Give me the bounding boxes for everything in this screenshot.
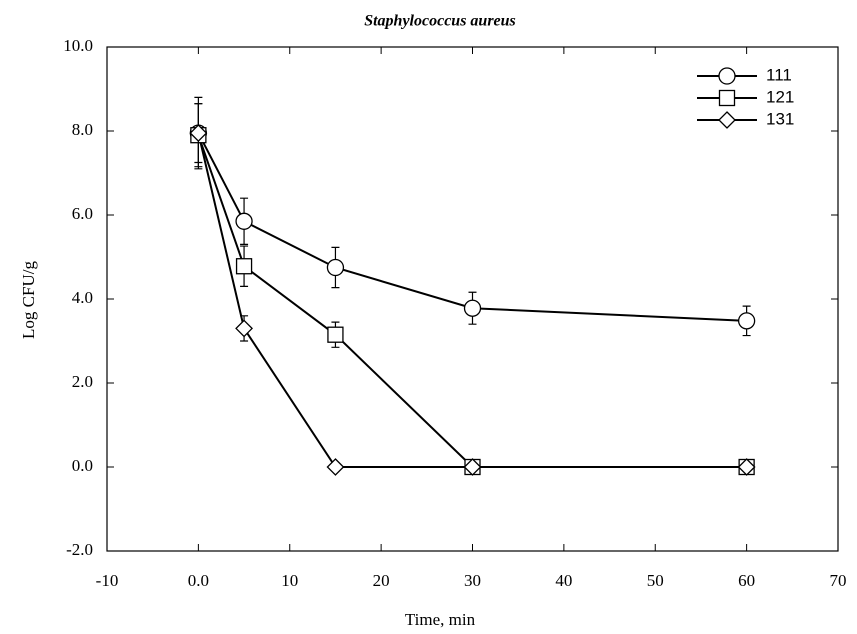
data-point [326, 258, 345, 277]
y-tick-label: 0.0 [72, 456, 93, 475]
y-tick-label: 8.0 [72, 120, 93, 139]
y-tick-label: 4.0 [72, 288, 93, 307]
legend-marker [718, 111, 736, 129]
x-axis-label: Time, min [405, 610, 476, 629]
x-tick-label: 10 [281, 571, 298, 590]
x-tick-label: 50 [647, 571, 664, 590]
x-tick-label: 20 [373, 571, 390, 590]
data-point [463, 299, 482, 317]
chart-title: Staphylococcus aureus [364, 13, 516, 30]
y-tick-label: 2.0 [72, 372, 93, 391]
data-point [737, 458, 756, 476]
y-axis-label: Log CFU/g [19, 261, 38, 339]
legend-label: 121 [766, 87, 794, 106]
legend-marker [718, 89, 736, 107]
data-point [235, 212, 253, 230]
legend-label: 111 [766, 65, 792, 84]
x-tick-label: 60 [738, 571, 755, 590]
y-tick-label: 10.0 [63, 36, 93, 55]
x-tick-label: 30 [464, 571, 481, 590]
data-point [235, 258, 253, 275]
y-tick-label: 6.0 [72, 204, 93, 223]
data-point [189, 124, 208, 143]
data-point [463, 458, 482, 476]
data-point [235, 319, 253, 338]
legend-label: 131 [766, 109, 794, 128]
x-tick-label: 0.0 [188, 571, 209, 590]
data-point [737, 312, 756, 330]
data-point [326, 458, 345, 476]
x-tick-label: 70 [830, 571, 847, 590]
data-point [327, 326, 344, 343]
x-tick-label: 40 [555, 571, 572, 590]
legend-marker [718, 67, 736, 85]
x-tick-label: -10 [96, 571, 119, 590]
y-tick-label: -2.0 [66, 540, 93, 559]
